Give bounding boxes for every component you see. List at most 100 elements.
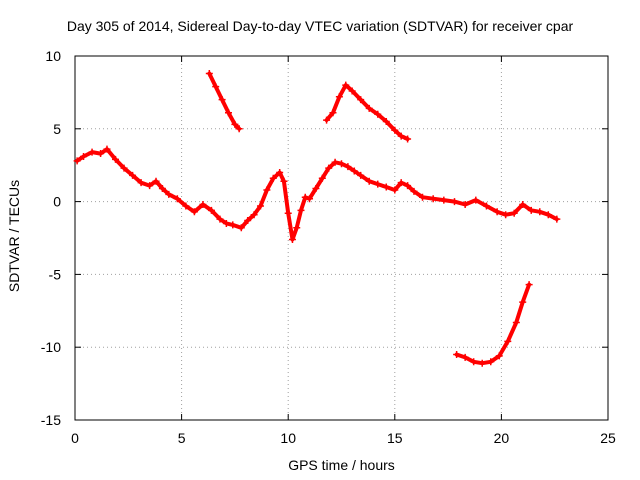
y-tick-label: -15 bbox=[41, 412, 61, 428]
data-point bbox=[429, 195, 437, 203]
data-point bbox=[297, 206, 305, 214]
data-point bbox=[536, 208, 544, 216]
data-point bbox=[212, 83, 220, 91]
data-point bbox=[137, 179, 145, 187]
data-point bbox=[97, 150, 105, 158]
data-point bbox=[374, 110, 382, 118]
data-point bbox=[231, 120, 239, 128]
y-axis-label: SDTVAR / TECUs bbox=[6, 179, 22, 293]
data-point bbox=[152, 177, 160, 185]
data-point bbox=[440, 196, 448, 204]
data-point bbox=[225, 109, 233, 117]
data-point bbox=[357, 171, 365, 179]
data-point bbox=[73, 157, 81, 165]
data-point bbox=[404, 135, 412, 143]
series-line-arc-a bbox=[207, 71, 242, 131]
y-tick-label: 0 bbox=[53, 194, 61, 210]
data-point bbox=[365, 177, 373, 185]
data-point bbox=[250, 211, 258, 219]
data-point bbox=[397, 179, 405, 187]
data-point bbox=[88, 148, 96, 156]
y-tick-label: -10 bbox=[41, 339, 61, 355]
data-point bbox=[199, 201, 207, 209]
data-point bbox=[80, 152, 88, 160]
data-point bbox=[504, 337, 512, 345]
data-point bbox=[404, 182, 412, 190]
data-point bbox=[487, 358, 495, 366]
data-point bbox=[553, 215, 561, 223]
data-point bbox=[165, 190, 173, 198]
data-point bbox=[348, 87, 356, 95]
data-point bbox=[269, 174, 277, 182]
data-point bbox=[280, 177, 288, 185]
x-tick-label: 25 bbox=[600, 430, 616, 446]
series-line-arc-c bbox=[454, 282, 532, 366]
data-point bbox=[391, 126, 399, 134]
data-point bbox=[112, 155, 120, 163]
data-point bbox=[527, 206, 535, 214]
data-point bbox=[461, 353, 469, 361]
data-point bbox=[397, 132, 405, 140]
data-point bbox=[218, 96, 226, 104]
data-point bbox=[288, 235, 296, 243]
data-point bbox=[229, 221, 237, 229]
data-point bbox=[329, 109, 337, 117]
series-line-arc-b bbox=[324, 83, 410, 141]
data-point bbox=[205, 69, 213, 77]
data-point bbox=[312, 184, 320, 192]
data-point bbox=[207, 206, 215, 214]
data-point bbox=[519, 201, 527, 209]
data-point bbox=[306, 195, 314, 203]
data-point bbox=[365, 104, 373, 112]
data-point bbox=[216, 215, 224, 223]
x-tick-label: 0 bbox=[71, 430, 79, 446]
data-point bbox=[350, 167, 358, 175]
data-point bbox=[391, 186, 399, 194]
data-point bbox=[410, 187, 418, 195]
x-tick-label: 15 bbox=[387, 430, 403, 446]
data-point bbox=[495, 352, 503, 360]
data-point bbox=[103, 145, 111, 153]
data-point bbox=[146, 182, 154, 190]
data-point bbox=[342, 81, 350, 89]
data-point bbox=[472, 196, 480, 204]
data-point bbox=[470, 358, 478, 366]
data-point bbox=[325, 164, 333, 172]
data-point bbox=[284, 209, 292, 217]
data-point bbox=[301, 193, 309, 201]
data-point bbox=[450, 198, 458, 206]
y-tick-label: -5 bbox=[49, 266, 62, 282]
data-point bbox=[512, 318, 520, 326]
data-point bbox=[222, 219, 230, 227]
data-point bbox=[357, 96, 365, 104]
data-point bbox=[374, 180, 382, 188]
data-point bbox=[263, 186, 271, 194]
data-point bbox=[293, 224, 301, 232]
data-point bbox=[493, 208, 501, 216]
series-line-main bbox=[75, 147, 559, 242]
data-point bbox=[525, 281, 533, 289]
data-point bbox=[382, 118, 390, 126]
data-point bbox=[190, 208, 198, 216]
data-point bbox=[244, 217, 252, 225]
x-tick-label: 5 bbox=[178, 430, 186, 446]
data-point bbox=[323, 116, 331, 124]
y-tick-label: 5 bbox=[53, 121, 61, 137]
data-point bbox=[120, 164, 128, 172]
chart-title: Day 305 of 2014, Sidereal Day-to-day VTE… bbox=[66, 18, 574, 34]
data-point bbox=[461, 201, 469, 209]
data-point bbox=[182, 202, 190, 210]
data-point bbox=[453, 350, 461, 358]
data-point bbox=[256, 202, 264, 210]
x-axis-label: GPS time / hours bbox=[288, 457, 395, 473]
y-tick-label: 10 bbox=[45, 48, 61, 64]
data-point bbox=[235, 125, 243, 133]
data-point bbox=[382, 183, 390, 191]
data-point bbox=[318, 174, 326, 182]
data-point bbox=[544, 211, 552, 219]
data-point bbox=[519, 298, 527, 306]
plot-frame bbox=[74, 55, 609, 421]
data-point bbox=[129, 171, 137, 179]
data-point bbox=[158, 184, 166, 192]
